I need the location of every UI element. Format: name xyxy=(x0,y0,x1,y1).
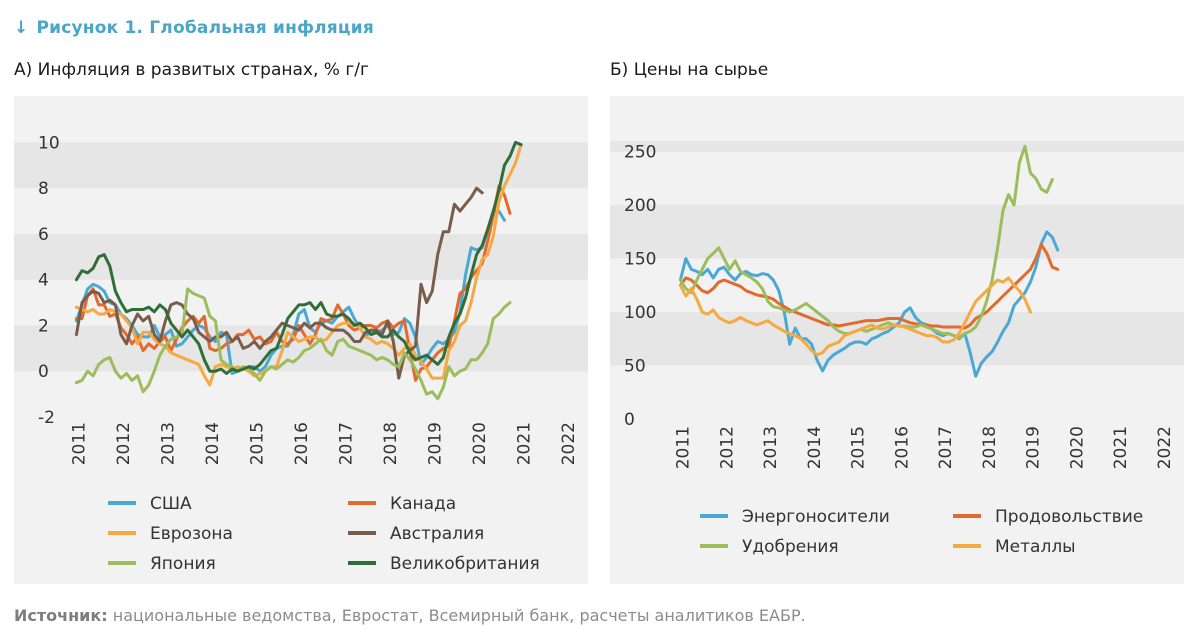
chart-b-title: Б) Цены на сырье xyxy=(610,60,769,80)
chart-a-series-line-1 xyxy=(74,184,512,382)
chart-b-x-tick-label: 2020 xyxy=(1067,426,1087,469)
chart-a-x-tick-label: 2012 xyxy=(114,422,134,465)
chart-b-x-tick-label: 2016 xyxy=(892,426,912,469)
chart-a-x-tick-label: 2017 xyxy=(336,422,356,465)
chart-a-y-tick-label: 4 xyxy=(38,271,49,291)
chart-a-y-tick-label: 8 xyxy=(38,179,49,199)
chart-b-y-tick-label: 250 xyxy=(624,143,656,163)
figure-title-text: Рисунок 1. Глобальная инфляция xyxy=(36,18,374,38)
chart-a-y-tick-label: -2 xyxy=(38,408,55,428)
chart-a-legend-label-5: Великобритания xyxy=(390,554,540,574)
chart-a-legend: США Канада Еврозона Австралия Япония Великобр… xyxy=(108,494,540,574)
chart-a-y-tick-label: 0 xyxy=(38,362,49,382)
chart-b-legend-label-2: Удобрения xyxy=(742,537,839,557)
chart-b-x-tick-label: 2012 xyxy=(717,426,737,469)
chart-b-series-line-1 xyxy=(678,243,1060,330)
chart-b-y-tick-label: 0 xyxy=(624,410,635,430)
chart-a-legend-label-0: США xyxy=(150,494,192,514)
chart-a-y-tick-label: 2 xyxy=(38,316,49,336)
chart-a-x-tick-label: 2021 xyxy=(514,422,534,465)
chart-b-y-tick-label: 100 xyxy=(624,303,656,323)
chart-b-x-tick-label: 2015 xyxy=(849,426,869,469)
chart-a-legend-label-2: Еврозона xyxy=(150,524,233,544)
chart-b-x-tick-label: 2011 xyxy=(674,426,694,469)
chart-a-y-ticks: -2 0 2 4 6 8 10 xyxy=(38,133,60,428)
chart-a-series-line-3 xyxy=(74,186,484,380)
chart-b-x-tick-label: 2013 xyxy=(761,426,781,469)
chart-b-x-tick-label: 2019 xyxy=(1024,426,1044,469)
source-note: Источник: национальные ведомства, Еврост… xyxy=(14,606,806,625)
chart-a-x-tick-label: 2019 xyxy=(425,422,445,465)
chart-b-y-tick-label: 150 xyxy=(624,250,656,270)
chart-a-grid-band xyxy=(14,325,588,372)
chart-a-x-tick-label: 2013 xyxy=(159,422,179,465)
chart-b-lines xyxy=(678,144,1060,378)
chart-b-legend-label-0: Энергоносители xyxy=(742,507,890,527)
chart-a-x-tick-label: 2011 xyxy=(70,422,90,465)
chart-a-legend-label-1: Канада xyxy=(390,494,456,514)
chart-a-y-tick-label: 6 xyxy=(38,225,49,245)
chart-b-y-tick-label: 50 xyxy=(624,357,646,377)
chart-b-series-line-3 xyxy=(678,276,1032,357)
chart-b-grid-bands xyxy=(610,140,1184,366)
chart-b-legend: Энергоносители Продовольствие Удобрения Мет… xyxy=(700,507,1143,557)
chart-b-x-tick-label: 2018 xyxy=(980,426,1000,469)
chart-b-x-tick-label: 2022 xyxy=(1155,426,1175,469)
chart-b-legend-label-3: Металлы xyxy=(995,537,1076,557)
chart-a-grid-band xyxy=(14,142,588,189)
chart-a-x-ticks: 2011 2012 2013 2014 2015 2016 2017 2018 2019 2020… xyxy=(70,422,579,465)
chart-a-y-tick-label: 10 xyxy=(38,133,60,153)
chart-b-grid-band xyxy=(610,140,1184,152)
source-text: национальные ведомства, Евростат, Всемир… xyxy=(107,606,806,625)
chart-a-series-line-2 xyxy=(74,143,523,387)
chart-a-x-tick-label: 2022 xyxy=(559,422,579,465)
chart-a-x-tick-label: 2016 xyxy=(292,422,312,465)
chart-b-x-tick-label: 2021 xyxy=(1111,426,1131,469)
chart-a-panel: -2 0 2 4 6 8 10 2011 2012 2013 2014 2015 2016 2017 201… xyxy=(14,96,588,584)
arrow-down-icon: ↓ xyxy=(14,18,29,38)
chart-a-x-tick-label: 2020 xyxy=(470,422,490,465)
chart-b-grid-band xyxy=(610,205,1184,259)
chart-b-legend-label-1: Продовольствие xyxy=(995,507,1143,527)
chart-b-x-tick-label: 2017 xyxy=(936,426,956,469)
chart-b-panel: 0 50 100 150 200 250 2011 2012 2013 2014 2015 2016 2… xyxy=(610,96,1184,584)
figure-title: ↓ Рисунок 1. Глобальная инфляция xyxy=(14,18,374,38)
chart-a-lines xyxy=(74,140,523,401)
chart-a-series-line-4 xyxy=(74,287,512,401)
chart-a-legend-label-3: Австралия xyxy=(390,524,484,544)
source-label: Источник: xyxy=(14,606,108,625)
chart-b-y-tick-label: 200 xyxy=(624,196,656,216)
chart-a-x-tick-label: 2014 xyxy=(203,422,223,465)
chart-b-y-ticks: 0 50 100 150 200 250 xyxy=(624,143,656,430)
chart-a-x-tick-label: 2015 xyxy=(248,422,268,465)
chart-b-x-tick-label: 2014 xyxy=(805,426,825,469)
chart-a-title: А) Инфляция в развитых странах, % г/г xyxy=(14,60,369,80)
chart-a-legend-label-4: Япония xyxy=(150,554,216,574)
chart-b-x-ticks: 2011 2012 2013 2014 2015 2016 2017 2018 2019 2020… xyxy=(674,426,1175,469)
chart-b-grid-band xyxy=(610,312,1184,366)
chart-a-x-tick-label: 2018 xyxy=(381,422,401,465)
chart-a-series-line-5 xyxy=(74,140,523,375)
